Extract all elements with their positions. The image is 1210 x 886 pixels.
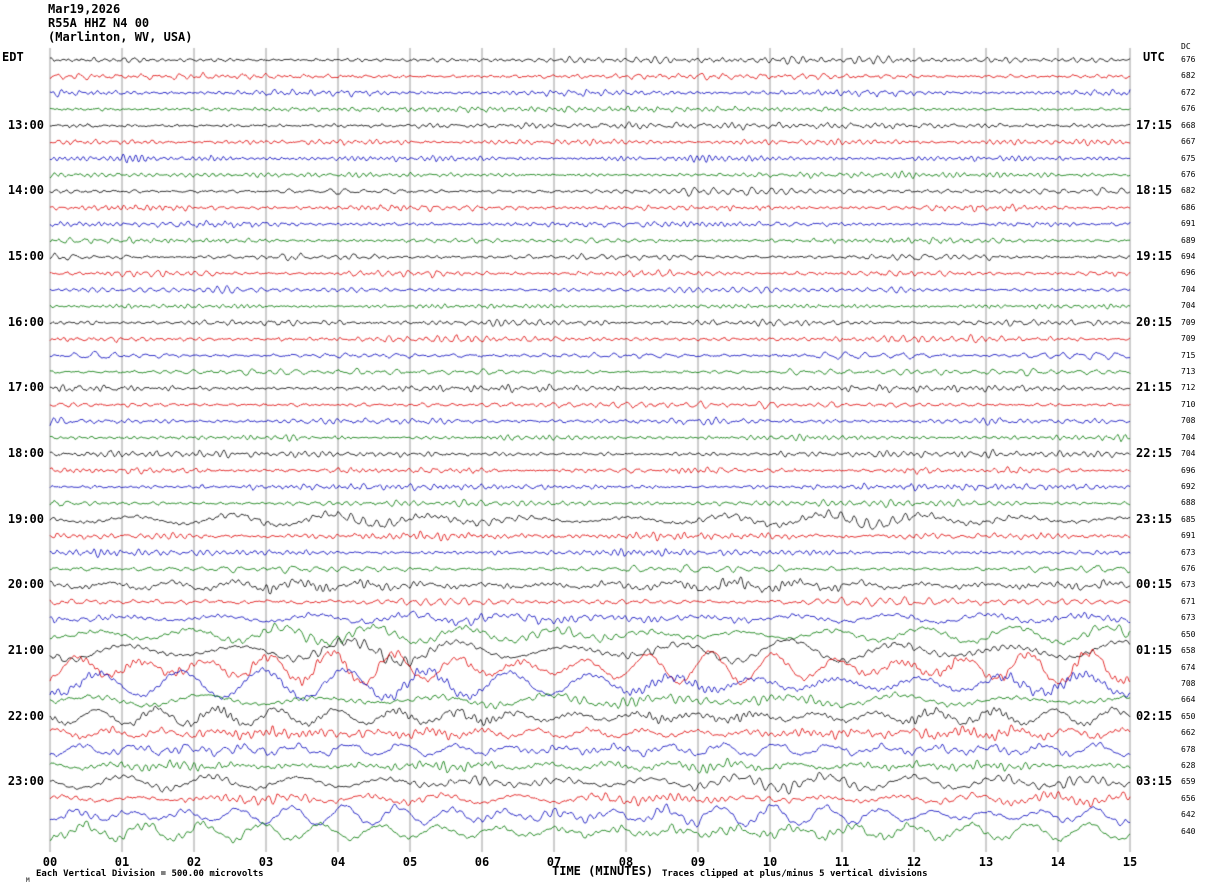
dc-value: 709 <box>1181 318 1196 327</box>
x-tick: 05 <box>402 855 418 869</box>
x-tick: 06 <box>474 855 490 869</box>
header-date: Mar19,2026 <box>48 2 121 16</box>
dc-value: 673 <box>1181 580 1196 589</box>
dc-value: 662 <box>1181 728 1196 737</box>
edt-label: 19:00 <box>7 512 44 526</box>
dc-value: 709 <box>1181 334 1196 343</box>
dc-value: 642 <box>1181 810 1196 819</box>
x-tick: 02 <box>186 855 202 869</box>
dc-value: 628 <box>1181 761 1196 770</box>
dc-value: 710 <box>1181 400 1196 409</box>
dc-value: 676 <box>1181 564 1196 573</box>
utc-label: 22:15 <box>1136 446 1173 460</box>
x-axis-label: TIME (MINUTES) <box>552 864 654 878</box>
dc-value: 673 <box>1181 548 1196 557</box>
utc-label: 21:15 <box>1136 380 1173 394</box>
utc-label: 03:15 <box>1136 774 1173 788</box>
dc-value: 671 <box>1181 597 1196 606</box>
edt-label: 16:00 <box>7 315 44 329</box>
dc-value: 712 <box>1181 383 1196 392</box>
x-tick: 10 <box>762 855 778 869</box>
dc-value: 678 <box>1181 745 1196 754</box>
x-tick: 12 <box>906 855 922 869</box>
dc-value: 673 <box>1181 613 1196 622</box>
dc-value: 658 <box>1181 646 1196 655</box>
utc-label: 19:15 <box>1136 249 1173 263</box>
x-tick: 00 <box>42 855 58 869</box>
dc-value: 674 <box>1181 663 1196 672</box>
dc-value: 672 <box>1181 88 1196 97</box>
dc-column-header: DC <box>1181 42 1191 51</box>
dc-value: 668 <box>1181 121 1196 130</box>
dc-value: 676 <box>1181 55 1196 64</box>
dc-value: 715 <box>1181 351 1196 360</box>
dc-value: 692 <box>1181 482 1196 491</box>
x-tick: 08 <box>618 855 634 869</box>
dc-value: 686 <box>1181 203 1196 212</box>
x-tick: 14 <box>1050 855 1066 869</box>
x-tick: 11 <box>834 855 850 869</box>
dc-value: 675 <box>1181 154 1196 163</box>
left-axis-header: EDT <box>2 50 24 64</box>
x-tick: 03 <box>258 855 274 869</box>
right-axis-header: UTC <box>1143 50 1165 64</box>
utc-label: 23:15 <box>1136 512 1173 526</box>
dc-value: 704 <box>1181 285 1196 294</box>
dc-value: 708 <box>1181 416 1196 425</box>
utc-label: 18:15 <box>1136 183 1173 197</box>
dc-value: 704 <box>1181 449 1196 458</box>
dc-value: 664 <box>1181 695 1196 704</box>
dc-value: 691 <box>1181 531 1196 540</box>
dc-value: 704 <box>1181 301 1196 310</box>
footer-clip-note: Traces clipped at plus/minus 5 vertical … <box>662 869 928 879</box>
dc-value: 656 <box>1181 794 1196 803</box>
x-tick: 09 <box>690 855 706 869</box>
header-station: R55A HHZ N4 00 <box>48 16 150 30</box>
edt-label: 13:00 <box>7 118 44 132</box>
dc-value: 650 <box>1181 630 1196 639</box>
utc-label: 00:15 <box>1136 577 1173 591</box>
dc-value: 696 <box>1181 466 1196 475</box>
edt-label: 17:00 <box>7 380 44 394</box>
dc-value: 689 <box>1181 236 1196 245</box>
dc-value: 691 <box>1181 219 1196 228</box>
edt-label: 18:00 <box>7 446 44 460</box>
dc-value: 708 <box>1181 679 1196 688</box>
edt-label: 20:00 <box>7 577 44 591</box>
edt-label: 21:00 <box>7 643 44 657</box>
utc-label: 20:15 <box>1136 315 1173 329</box>
dc-value: 694 <box>1181 252 1196 261</box>
dc-value: 685 <box>1181 515 1196 524</box>
dc-value: 640 <box>1181 827 1196 836</box>
dc-value: 704 <box>1181 433 1196 442</box>
dc-value: 682 <box>1181 186 1196 195</box>
header-location: (Marlinton, WV, USA) <box>48 30 193 44</box>
utc-label: 17:15 <box>1136 118 1173 132</box>
edt-label: 22:00 <box>7 709 44 723</box>
dc-value: 688 <box>1181 498 1196 507</box>
dc-value: 696 <box>1181 268 1196 277</box>
dc-value: 659 <box>1181 777 1196 786</box>
x-tick: 15 <box>1122 855 1138 869</box>
x-tick: 13 <box>978 855 994 869</box>
header: Mar19,2026 R55A HHZ N4 00 (Marlinton, WV… <box>48 2 193 44</box>
edt-label: 23:00 <box>7 774 44 788</box>
edt-label: 14:00 <box>7 183 44 197</box>
dc-value: 650 <box>1181 712 1196 721</box>
x-tick: 04 <box>330 855 346 869</box>
dc-value: 682 <box>1181 71 1196 80</box>
utc-label: 02:15 <box>1136 709 1173 723</box>
edt-label: 15:00 <box>7 249 44 263</box>
x-tick: 07 <box>546 855 562 869</box>
x-tick: 01 <box>114 855 130 869</box>
dc-value: 713 <box>1181 367 1196 376</box>
footer-scale-note: Each Vertical Division = 500.00 microvol… <box>36 869 264 879</box>
dc-value: 676 <box>1181 104 1196 113</box>
utc-label: 01:15 <box>1136 643 1173 657</box>
dc-value: 676 <box>1181 170 1196 179</box>
dc-value: 667 <box>1181 137 1196 146</box>
corner-mark: M <box>26 877 30 884</box>
